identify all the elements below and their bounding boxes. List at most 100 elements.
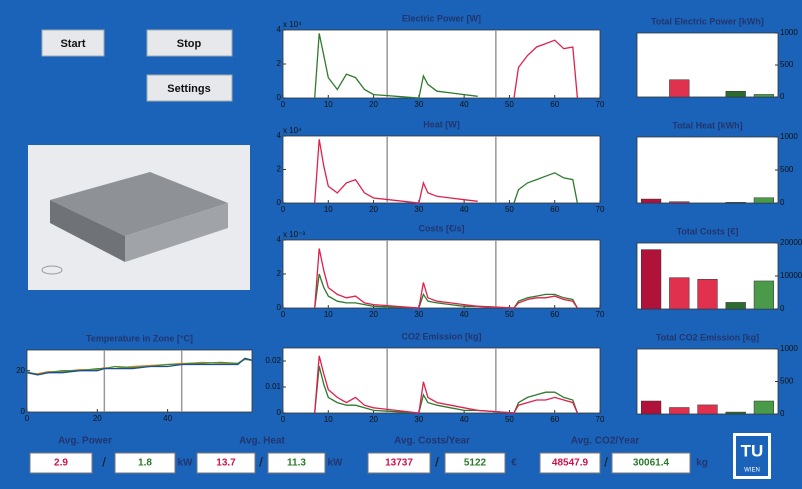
y-tick-label: 1000: [780, 132, 798, 141]
plot-area: [283, 30, 600, 98]
x-tick-label: 10: [324, 310, 333, 319]
x-tick-label: 70: [596, 415, 605, 424]
y-tick-label: 0.01: [265, 382, 281, 391]
logo: TU WIEN: [733, 433, 771, 479]
x-tick-label: 0: [281, 100, 286, 109]
y-tick-label: 0: [780, 409, 785, 418]
bar: [641, 250, 661, 309]
y-tick-label: 20000: [780, 238, 802, 247]
bar: [754, 281, 774, 309]
x-tick-label: 40: [460, 205, 469, 214]
y-tick-label: 0: [780, 92, 785, 101]
readout-label: Avg. Heat: [239, 436, 285, 447]
y-tick-label: 0.02: [265, 356, 281, 365]
readout-label: Avg. CO2/Year: [571, 436, 640, 447]
y-tick-label: 2: [277, 59, 282, 68]
bar: [641, 199, 661, 203]
stop-button[interactable]: Stop: [147, 30, 232, 56]
x-tick-label: 40: [460, 100, 469, 109]
axis-exponent: x 10⁴: [283, 20, 302, 29]
chart-title: Total Costs [€]: [677, 226, 739, 236]
y-tick-label: 500: [780, 60, 794, 69]
readout-value: 11.3: [287, 458, 306, 469]
y-tick-label: 0: [277, 93, 282, 102]
y-tick-label: 1000: [780, 344, 798, 353]
x-tick-label: 10: [324, 415, 333, 424]
plot-area: [637, 33, 778, 97]
x-tick-label: 70: [596, 100, 605, 109]
x-tick-label: 70: [596, 205, 605, 214]
bar: [698, 279, 718, 309]
x-tick-label: 60: [550, 205, 559, 214]
button-label[interactable]: Stop: [177, 38, 202, 50]
logo-top: TU: [741, 441, 764, 460]
bar: [669, 202, 689, 203]
bar: [754, 94, 774, 97]
unit: kW: [178, 458, 194, 469]
x-tick-label: 50: [505, 205, 514, 214]
y-tick-label: 4: [277, 235, 282, 244]
x-tick-label: 40: [460, 310, 469, 319]
button-label[interactable]: Settings: [167, 83, 210, 95]
readout-label: Avg. Costs/Year: [394, 436, 470, 447]
axis-exponent: x 10⁻³: [283, 230, 305, 239]
bar: [726, 202, 746, 203]
y-tick-label: 0: [277, 198, 282, 207]
y-tick-label: 20: [16, 366, 25, 375]
bar: [641, 401, 661, 414]
y-tick-label: 4: [277, 25, 282, 34]
x-tick-label: 50: [505, 310, 514, 319]
x-tick-label: 50: [505, 415, 514, 424]
settings-button[interactable]: Settings: [147, 75, 232, 101]
logo-bottom: WIEN: [744, 468, 760, 474]
x-tick-label: 60: [550, 100, 559, 109]
button-label[interactable]: Start: [60, 38, 85, 50]
y-tick-label: 4: [277, 131, 282, 140]
start-button[interactable]: Start: [42, 30, 104, 56]
x-tick-label: 0: [281, 310, 286, 319]
x-tick-label: 30: [414, 100, 423, 109]
readout-value: 2.9: [54, 458, 68, 469]
bar: [669, 408, 689, 415]
x-tick-label: 20: [369, 310, 378, 319]
building-view: [28, 145, 250, 290]
x-tick-label: 0: [281, 205, 286, 214]
x-tick-label: 70: [596, 310, 605, 319]
y-tick-label: 0: [780, 198, 785, 207]
y-tick-label: 0: [277, 303, 282, 312]
chart-title: Total CO2 Emission [kg]: [656, 332, 759, 342]
x-tick-label: 0: [281, 415, 286, 424]
x-tick-label: 60: [550, 415, 559, 424]
bar: [726, 412, 746, 414]
bar: [754, 198, 774, 203]
bar: [726, 91, 746, 97]
y-tick-label: 0: [21, 407, 26, 416]
x-tick-label: 50: [505, 100, 514, 109]
chart-title: Total Electric Power [kWh]: [651, 16, 764, 26]
bar: [698, 405, 718, 414]
app-window: Start Stop Settings TU WIEN Electric Pow…: [0, 0, 802, 489]
y-tick-label: 0: [277, 408, 282, 417]
x-tick-label: 20: [369, 100, 378, 109]
x-tick-label: 30: [414, 310, 423, 319]
separator: /: [604, 454, 608, 469]
x-tick-label: 30: [414, 415, 423, 424]
bar: [754, 401, 774, 414]
plot-area: [27, 350, 252, 412]
unit: €: [511, 458, 517, 469]
x-tick-label: 10: [324, 100, 333, 109]
y-tick-label: 500: [780, 377, 794, 386]
axis-exponent: x 10⁴: [283, 126, 302, 135]
chart-title: CO2 Emission [kg]: [401, 331, 481, 341]
separator: /: [102, 454, 106, 469]
x-tick-label: 40: [163, 414, 172, 423]
y-tick-label: 2: [277, 269, 282, 278]
y-tick-label: 1000: [780, 28, 798, 37]
unit: kg: [696, 458, 708, 469]
x-tick-label: 10: [324, 205, 333, 214]
bar: [669, 80, 689, 97]
chart-title: Heat [W]: [423, 119, 460, 129]
plot-area: [283, 136, 600, 203]
readout-value: 30061.4: [633, 458, 670, 469]
plot-area: [637, 137, 778, 203]
